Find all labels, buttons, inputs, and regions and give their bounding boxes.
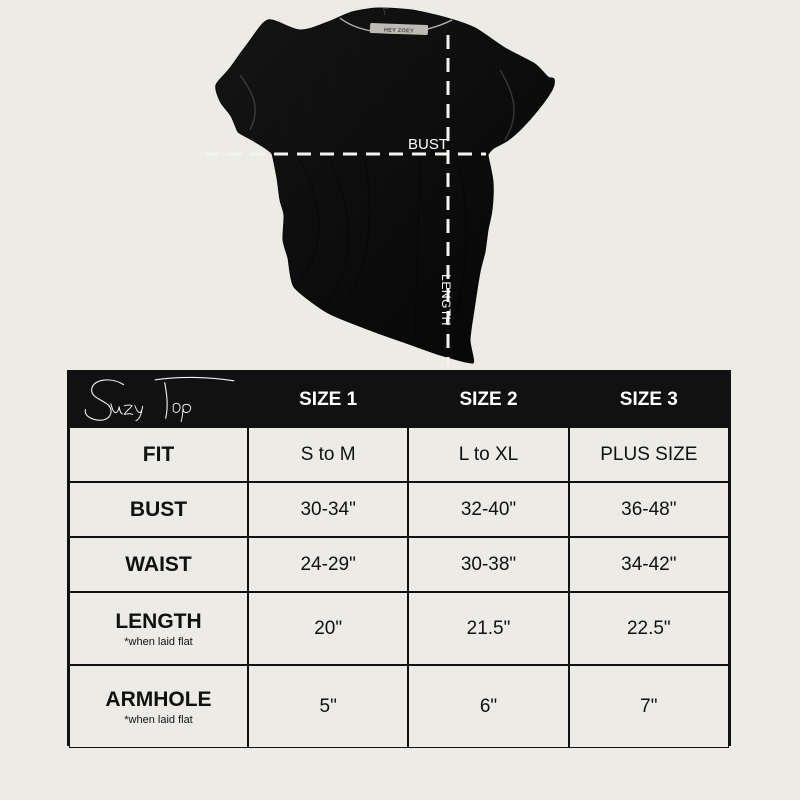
svg-text:HEY ZOEY: HEY ZOEY <box>384 27 414 34</box>
svg-text:BUST: BUST <box>408 136 448 153</box>
svg-text:LENGTH: LENGTH <box>439 274 453 326</box>
